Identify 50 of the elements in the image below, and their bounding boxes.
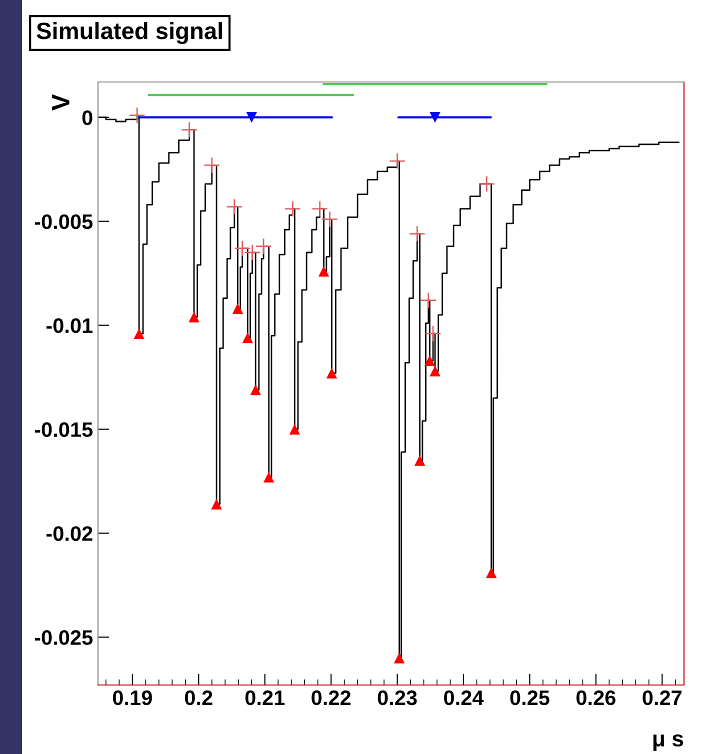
point xyxy=(181,122,198,138)
x-tick-label: 0.19 xyxy=(112,690,152,706)
point xyxy=(388,152,406,170)
y-tick-label: -0.015 xyxy=(34,422,93,437)
x-tick-label: 0.27 xyxy=(642,690,682,706)
point xyxy=(250,384,261,396)
point xyxy=(326,368,338,378)
point xyxy=(312,200,328,218)
point xyxy=(234,240,251,257)
x-tick-label: 0.2 xyxy=(184,690,212,706)
point xyxy=(408,225,426,242)
x-tick-label: 0.25 xyxy=(510,690,550,706)
point xyxy=(188,312,200,322)
point xyxy=(394,652,405,664)
point xyxy=(424,355,436,366)
point xyxy=(232,303,244,314)
point xyxy=(263,472,274,482)
point xyxy=(430,112,440,123)
y-tick-label: -0.005 xyxy=(34,214,93,230)
point xyxy=(128,106,146,124)
point xyxy=(204,156,220,174)
point xyxy=(420,292,437,309)
y-tick-label: -0.02 xyxy=(46,526,92,541)
point xyxy=(284,200,301,218)
x-axis-title: μ s xyxy=(653,734,684,751)
y-tick-label: -0.01 xyxy=(46,318,93,334)
x-tick-label: 0.21 xyxy=(245,690,285,706)
point xyxy=(424,325,442,342)
point xyxy=(318,266,330,277)
point xyxy=(246,112,257,123)
point xyxy=(430,366,440,376)
point xyxy=(134,328,144,339)
point xyxy=(289,424,300,435)
point xyxy=(486,567,497,578)
x-tick-label: 0.24 xyxy=(444,690,484,706)
point xyxy=(242,332,254,344)
point xyxy=(211,498,222,510)
x-tick-label: 0.26 xyxy=(576,690,616,706)
y-tick-label: 0 xyxy=(82,110,92,126)
point xyxy=(478,176,495,192)
x-tick-label: 0.22 xyxy=(312,690,351,706)
chart-title: Simulated signal xyxy=(36,22,222,44)
point xyxy=(321,210,338,228)
y-axis-title: V xyxy=(52,94,70,111)
y-tick-label: -0.025 xyxy=(34,630,93,645)
point xyxy=(226,198,243,216)
point xyxy=(255,238,272,255)
point xyxy=(414,455,426,466)
point xyxy=(244,244,261,261)
x-tick-label: 0.23 xyxy=(378,690,417,706)
